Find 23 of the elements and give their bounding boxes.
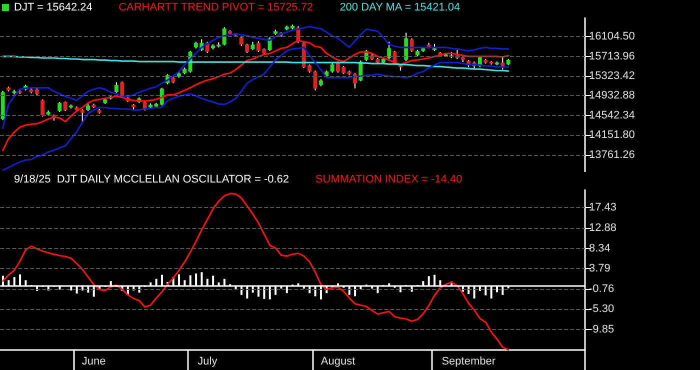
legend-label: DJT = 15642.24 — [14, 2, 92, 14]
y-tick-label: 15323.42 — [589, 70, 635, 82]
x-tick-label: August — [320, 356, 356, 368]
x-tick-label: June — [82, 356, 106, 368]
text: SUMMATION INDEX = -14.40 — [315, 174, 462, 186]
y-tick-label: 14542.34 — [589, 109, 635, 122]
y-tick-label: 12.88 — [589, 222, 617, 234]
y-tick-label: 14932.88 — [589, 90, 635, 102]
text: 200 DAY MA = 15421.04 — [340, 2, 460, 14]
y-tick-label: -0.76 — [589, 282, 614, 295]
x-tick-label: July — [198, 356, 218, 368]
y-tick-label: -9.85 — [589, 324, 614, 336]
y-tick-label: 14151.80 — [589, 129, 635, 142]
y-tick-label: 17.43 — [589, 202, 617, 214]
y-tick-label: 3.79 — [589, 262, 610, 275]
y-tick-label: 8.34 — [589, 242, 610, 254]
y-tick-label: 16104.50 — [589, 30, 635, 43]
text: CARHARTT TREND PIVOT = 15725.72 — [118, 2, 314, 14]
y-tick-label: 15713.96 — [589, 50, 635, 62]
x-tick-label: September — [442, 356, 496, 368]
y-tick-label: 13761.26 — [589, 148, 635, 161]
text: 9/18/25 DJT DAILY MCCLELLAN OSCILLATOR = -0.62 — [14, 174, 290, 186]
y-tick-label: -5.30 — [589, 303, 614, 316]
